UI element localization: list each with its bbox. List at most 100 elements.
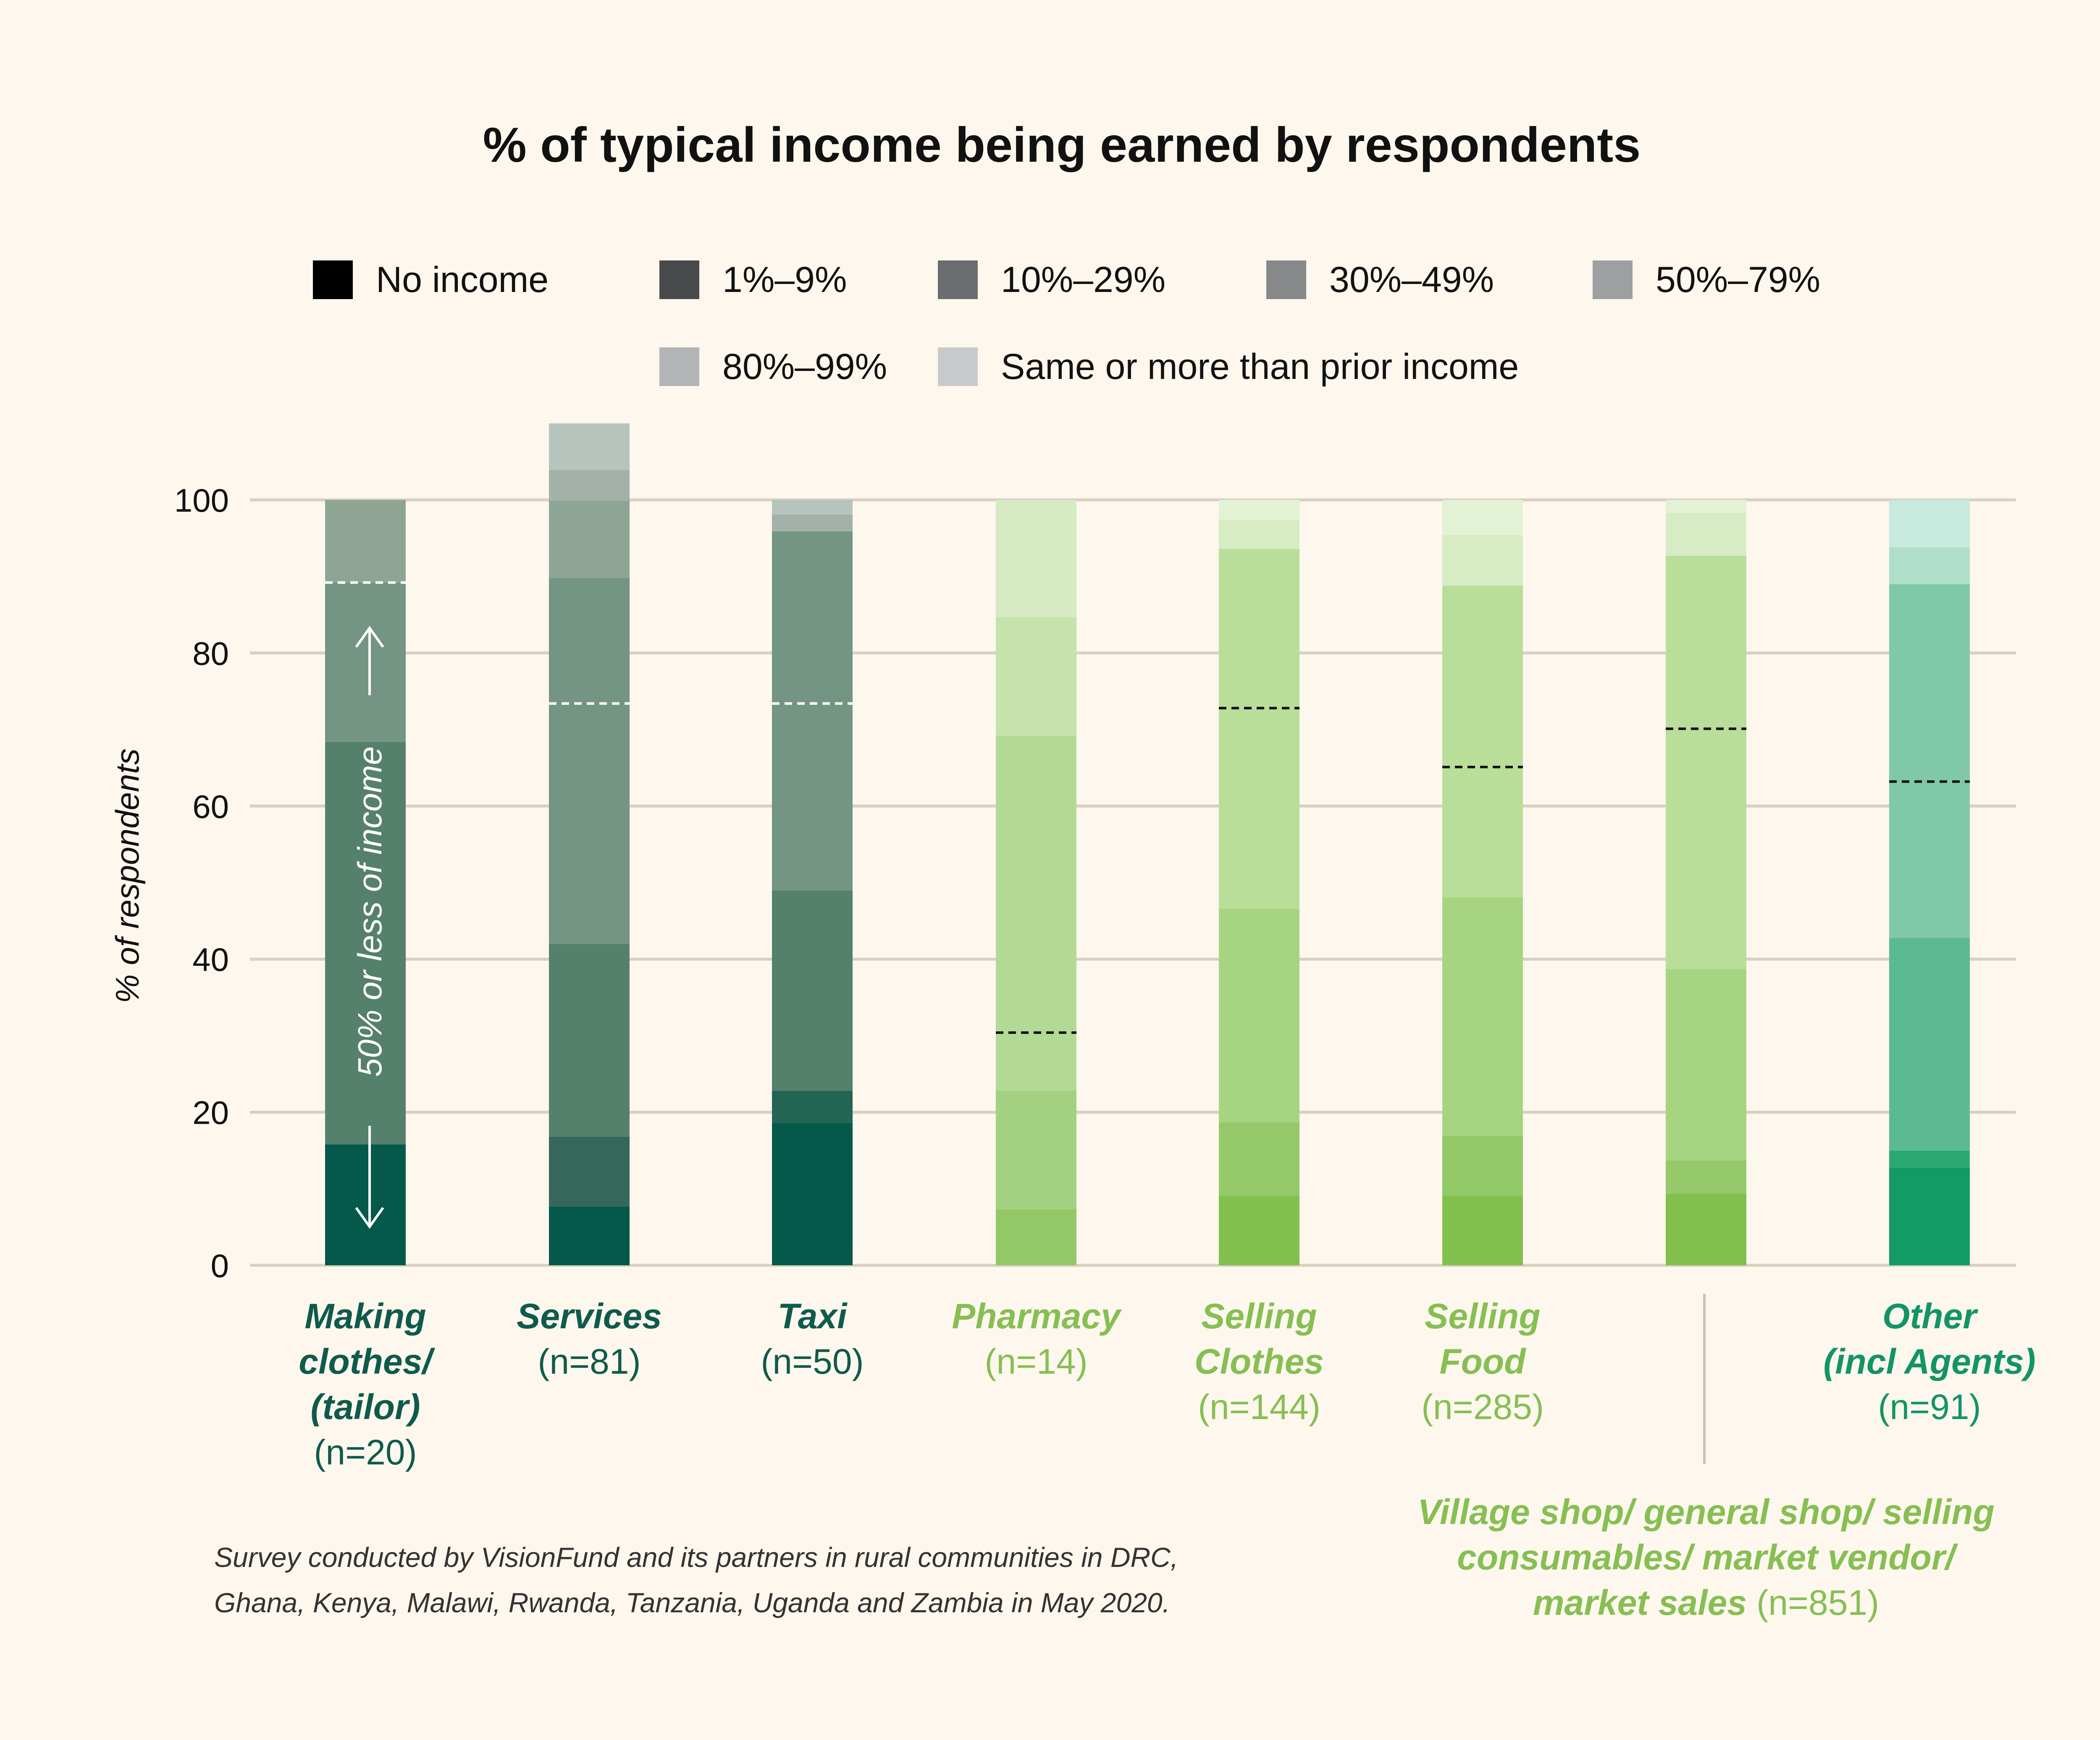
legend-swatch xyxy=(938,347,978,386)
bar-segment xyxy=(1442,1136,1523,1196)
annotation-50-percent: 50% or less of income xyxy=(351,626,388,1229)
bar-segment xyxy=(549,500,630,578)
bar-segment xyxy=(772,514,853,531)
arrow-up-icon xyxy=(355,626,384,648)
legend-label: 30%–49% xyxy=(1329,260,1494,300)
bar-segment xyxy=(1666,513,1746,556)
category-label: clothes/ xyxy=(299,1342,435,1381)
bar-segment xyxy=(549,470,630,501)
category-label: Making xyxy=(304,1296,426,1336)
bar-segment xyxy=(1666,556,1746,969)
legend-swatch xyxy=(659,260,699,299)
legend-swatch xyxy=(938,260,978,299)
bar-segment xyxy=(1219,520,1299,549)
bar-segment xyxy=(1219,908,1299,1122)
legend-swatch xyxy=(659,347,699,386)
bar-stack xyxy=(1219,500,1299,1265)
category-label: Pharmacy xyxy=(952,1296,1122,1336)
group-label-line: market sales (n=851) xyxy=(1533,1583,1879,1622)
bar-segment xyxy=(1889,584,1970,938)
bar-segment xyxy=(325,582,406,742)
bar-stack xyxy=(996,500,1076,1265)
bar-stack xyxy=(325,500,406,1265)
y-tick-label: 100 xyxy=(174,482,229,519)
village-shop-group-label: Village shop/ general shop/ selling consu… xyxy=(1418,1492,1995,1622)
legend-swatch xyxy=(1266,260,1306,299)
category-n-label: (n=285) xyxy=(1421,1387,1544,1427)
category-n-label: (n=14) xyxy=(984,1342,1087,1381)
category-n-label: (n=91) xyxy=(1878,1387,1981,1427)
y-tick-label: 60 xyxy=(192,788,229,825)
bar-segment xyxy=(325,1144,406,1265)
bar-segment xyxy=(996,1091,1076,1209)
survey-note-line: Survey conducted by VisionFund and its p… xyxy=(214,1542,1178,1573)
category-label: (incl Agents) xyxy=(1823,1342,2036,1381)
bar-segment xyxy=(996,736,1076,1091)
bar-segment xyxy=(549,423,630,470)
bar-segment xyxy=(1666,500,1746,513)
bar-segment xyxy=(1666,1193,1746,1265)
bar-segment xyxy=(549,578,630,944)
bar-segment xyxy=(1219,500,1299,520)
bar-stack xyxy=(1666,500,1746,1265)
bar-segment xyxy=(549,1136,630,1206)
bar-segment xyxy=(549,1206,630,1265)
bar-segment xyxy=(1889,547,1970,584)
bars xyxy=(325,423,1970,1265)
legend-label: 50%–79% xyxy=(1656,260,1820,300)
bar-segment xyxy=(772,531,853,891)
legend-label: Same or more than prior income xyxy=(1001,347,1519,387)
bar-segment xyxy=(1442,535,1523,586)
bar-stack xyxy=(772,500,853,1265)
category-labels: Making clothes/ (tailor) (n=20) Services (n=8… xyxy=(299,1296,2035,1472)
grid xyxy=(250,498,2016,1267)
bar-segment xyxy=(1442,1196,1523,1265)
bar-segment xyxy=(325,500,406,583)
bar-segment xyxy=(772,890,853,1091)
category-label: Selling xyxy=(1425,1296,1540,1336)
category-label: Clothes xyxy=(1194,1342,1324,1381)
category-label: Services xyxy=(517,1296,662,1336)
bar-segment xyxy=(1442,586,1523,897)
bar-segment xyxy=(1889,938,1970,1151)
annotation-label: 50% or less of income xyxy=(351,746,388,1077)
bar-segment xyxy=(1219,1196,1299,1265)
bar-segment xyxy=(1219,549,1299,909)
bar-segment xyxy=(1666,1160,1746,1193)
bar-segment xyxy=(1666,969,1746,1161)
y-axis-ticks: 0 20 40 60 80 100 xyxy=(174,482,229,1284)
category-n-label: (n=20) xyxy=(314,1432,417,1472)
category-n-label: (n=50) xyxy=(761,1342,864,1381)
bar-segment xyxy=(1219,1122,1299,1196)
category-label: Selling xyxy=(1201,1296,1317,1336)
bar-segment xyxy=(1889,1167,1970,1265)
bar-segment xyxy=(772,1123,853,1265)
group-label-line: Village shop/ general shop/ selling xyxy=(1418,1492,1995,1532)
bar-segment xyxy=(772,1091,853,1123)
bar-segment xyxy=(1889,500,1970,547)
bar-segment xyxy=(549,944,630,1137)
bar-segment xyxy=(996,1209,1076,1265)
bar-stack xyxy=(549,423,630,1265)
bar-segment xyxy=(1442,500,1523,535)
category-n-label: (n=144) xyxy=(1198,1387,1320,1427)
bar-segment xyxy=(772,500,853,515)
y-tick-label: 20 xyxy=(192,1094,229,1131)
bar-stack xyxy=(1889,500,1970,1265)
group-label-line: consumables/ market vendor/ xyxy=(1457,1538,1958,1577)
legend-label: 1%–9% xyxy=(722,260,847,300)
bar-segment xyxy=(996,500,1076,617)
legend-label: No income xyxy=(376,260,549,300)
bar-segment xyxy=(325,741,406,1145)
legend-label: 80%–99% xyxy=(722,347,887,387)
group-label-n: (n=851) xyxy=(1747,1583,1879,1622)
group-label-text: market sales xyxy=(1533,1583,1747,1622)
category-n-label: (n=81) xyxy=(538,1342,640,1381)
category-label: Food xyxy=(1439,1342,1526,1381)
legend-swatch xyxy=(313,260,353,299)
bar-stack xyxy=(1442,500,1523,1265)
y-tick-label: 0 xyxy=(211,1247,229,1284)
category-label: (tailor) xyxy=(310,1387,420,1427)
chart-title: % of typical income being earned by resp… xyxy=(483,117,1641,172)
